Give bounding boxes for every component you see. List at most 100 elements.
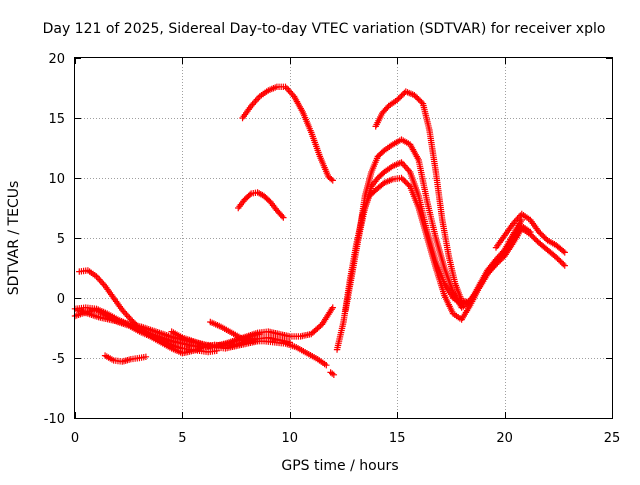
data-point (558, 259, 566, 266)
plot-frame (74, 57, 613, 419)
data-point (561, 249, 568, 256)
x-tick-label: 0 (71, 431, 79, 446)
data-point (329, 304, 336, 311)
grid-layer (75, 58, 612, 418)
y-tick-label: 20 (48, 52, 65, 67)
data-point (530, 234, 537, 241)
y-tick-label: -5 (52, 352, 65, 367)
data-point (412, 93, 420, 100)
data-point (97, 278, 104, 285)
data-point (416, 97, 424, 104)
data-point (464, 299, 472, 306)
series-track-h (327, 369, 338, 378)
data-point (142, 353, 150, 360)
data-point (283, 85, 291, 92)
series-track-f (207, 318, 330, 369)
x-tick-label: 20 (496, 431, 513, 446)
data-point (518, 216, 525, 224)
data-point (540, 233, 547, 240)
x-axis-label: GPS time / hours (281, 458, 398, 474)
series-track-j (239, 83, 336, 184)
data-point (133, 322, 140, 329)
y-tick-label: 10 (48, 172, 65, 187)
data-point (557, 258, 564, 265)
data-point (552, 254, 560, 261)
x-tick-label: 25 (604, 431, 621, 446)
data-point (123, 311, 130, 318)
data-points-layer (71, 83, 568, 378)
data-point (328, 176, 335, 183)
data-point (554, 255, 561, 262)
y-axis-label: SDTVAR / TECUs (6, 181, 22, 296)
data-point (323, 362, 330, 369)
series-track-o (492, 210, 568, 256)
data-point (399, 176, 407, 183)
data-point (414, 94, 421, 102)
data-point (399, 160, 407, 168)
data-point (280, 214, 287, 221)
data-point (253, 96, 261, 103)
data-point (398, 174, 405, 182)
y-tick-label: -10 (44, 412, 65, 427)
series-track-n (372, 88, 472, 306)
data-point (329, 177, 336, 184)
data-point (394, 96, 401, 104)
x-tick-label: 10 (282, 431, 299, 446)
data-point (531, 235, 538, 242)
data-point (405, 181, 412, 189)
data-point (252, 98, 259, 105)
data-point (398, 92, 405, 99)
series-track-g (168, 328, 261, 352)
data-point (130, 319, 137, 326)
series-track-e (101, 352, 150, 365)
data-point (127, 316, 135, 323)
data-point (418, 99, 425, 106)
data-point (395, 95, 402, 102)
data-point (411, 92, 418, 99)
tick-layer: 0 5 10 15 20 25 -10 -5 0 5 10 15 20 (44, 52, 621, 446)
data-point (402, 164, 409, 171)
data-point (286, 88, 293, 95)
data-point (131, 320, 139, 327)
data-point (330, 371, 338, 378)
data-point (288, 90, 295, 97)
data-point (126, 314, 133, 322)
data-point (532, 236, 540, 244)
data-point (396, 94, 404, 101)
data-point (537, 230, 544, 237)
data-point (527, 228, 534, 236)
data-point (250, 99, 258, 106)
data-point (246, 191, 254, 198)
data-point (399, 91, 407, 98)
series-track-i (235, 189, 287, 221)
data-point (121, 310, 129, 317)
data-point (555, 256, 563, 264)
y-tick-label: 15 (48, 112, 65, 127)
data-point (285, 86, 292, 94)
y-tick-label: 0 (57, 292, 65, 307)
data-point (96, 276, 103, 283)
data-point (561, 262, 568, 269)
data-point (528, 232, 536, 239)
data-point (329, 370, 336, 377)
y-tick-label: 5 (57, 232, 65, 247)
data-point (278, 212, 286, 220)
data-point (541, 234, 548, 241)
data-point (129, 317, 136, 325)
data-point (402, 179, 409, 186)
data-point (415, 96, 422, 103)
x-tick-label: 15 (389, 431, 406, 446)
chart-title: Day 121 of 2025, Sidereal Day-to-day VTE… (43, 21, 606, 37)
data-point (560, 261, 567, 268)
series-track-d (76, 267, 220, 356)
data-point (535, 228, 543, 236)
data-point (560, 248, 567, 255)
data-point (404, 165, 411, 172)
data-point (538, 231, 546, 238)
data-point (256, 330, 263, 338)
data-point (124, 313, 132, 320)
data-point (404, 180, 411, 187)
data-point (99, 279, 106, 286)
